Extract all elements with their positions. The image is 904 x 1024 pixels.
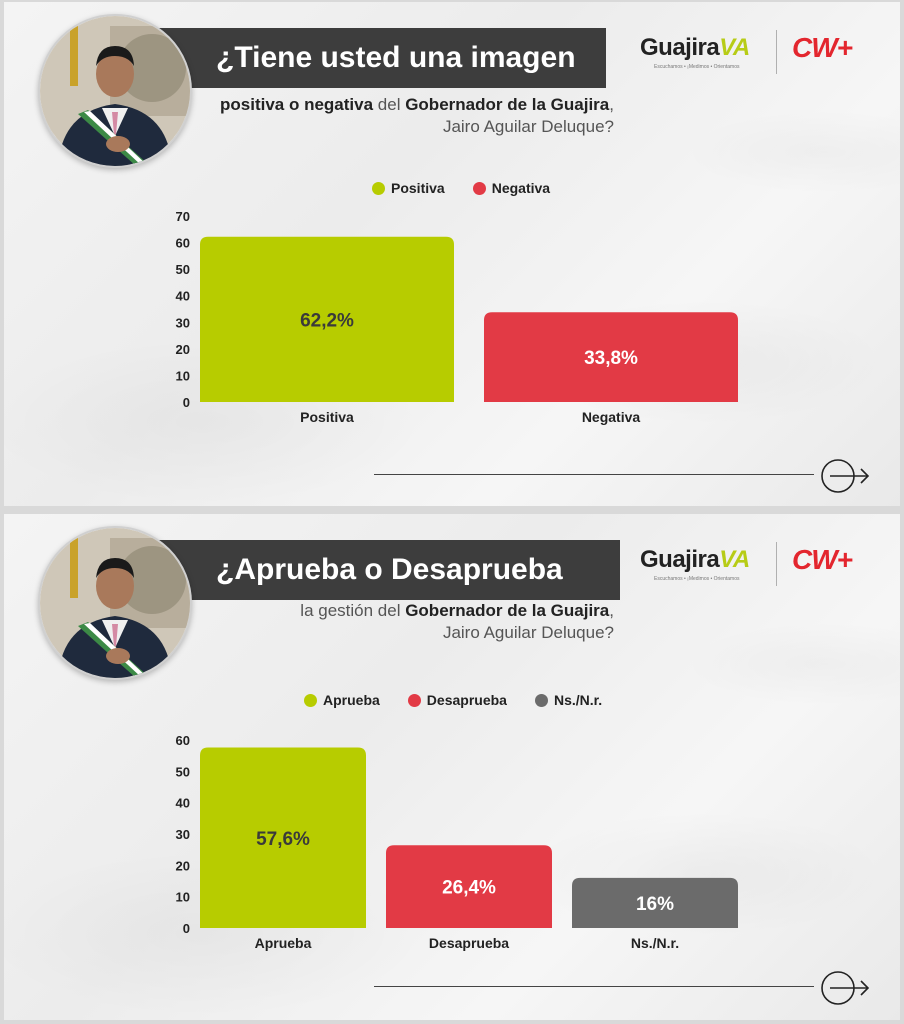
y-tick-label: 10 <box>176 890 190 905</box>
question-subtitle: positiva o negativa del Gobernador de la… <box>220 95 614 136</box>
y-tick-label: 30 <box>176 827 190 842</box>
legend-item-desaprueba: Desaprueba <box>407 690 507 710</box>
y-tick-label: 20 <box>176 342 190 357</box>
data-label: 26,4% <box>442 878 496 899</box>
footer-line <box>374 474 814 475</box>
y-tick-label: 40 <box>176 289 190 304</box>
legend-item-positiva: Positiva <box>372 178 445 198</box>
y-tick-label: 10 <box>176 368 190 383</box>
logo-divider <box>776 30 777 74</box>
y-tick-label: 70 <box>176 209 190 224</box>
data-label: 33,8% <box>584 348 638 369</box>
legend-dot <box>407 693 421 707</box>
cw-plus-logo: CW+ <box>792 32 853 63</box>
y-tick-label: 60 <box>176 236 190 251</box>
y-tick-label: 60 <box>176 733 190 748</box>
logo-divider <box>776 542 777 586</box>
y-tick-label: 40 <box>176 796 190 811</box>
y-tick-label: 0 <box>183 921 190 936</box>
y-tick-label: 30 <box>176 315 190 330</box>
guajirava-logo: GuajiraVA <box>640 34 750 61</box>
bar-aprueba <box>200 747 366 928</box>
governor-photo <box>38 14 192 168</box>
x-tick-label: Positiva <box>300 409 354 425</box>
next-arrow-icon[interactable] <box>820 970 872 1006</box>
survey-card-image: ¿Tiene usted una imagen positiva o negat… <box>4 2 900 506</box>
guajirava-logo: GuajiraVA <box>640 546 750 573</box>
x-tick-label: Negativa <box>582 409 641 425</box>
footer-line <box>374 986 814 987</box>
data-label: 16% <box>636 894 674 915</box>
chart-legend: Aprueba Desaprueba Ns./N.r. <box>304 690 602 710</box>
cw-plus-logo: CW+ <box>792 544 853 575</box>
survey-card-approval: ¿Aprueba o Desaprueba la gestión del Gob… <box>4 514 900 1020</box>
brand-logos: GuajiraVA Escuchamos • ¡Medimos • Orient… <box>636 30 886 78</box>
y-tick-label: 50 <box>176 764 190 779</box>
y-tick-label: 50 <box>176 262 190 277</box>
bar-chart-image: 0 10 20 30 40 50 60 70 62,2% Positiva 33,8% Negativ… <box>176 209 738 425</box>
legend-dot <box>304 693 317 707</box>
y-tick-label: 0 <box>183 395 190 410</box>
x-tick-label: Ns./N.r. <box>631 935 679 951</box>
legend-item-negativa: Negativa <box>472 178 550 198</box>
brand-logos: GuajiraVA Escuchamos • ¡Medimos • Orient… <box>636 542 886 590</box>
legend-dot <box>472 181 486 195</box>
brand-tagline: Escuchamos • ¡Medimos • Orientamos <box>654 576 740 582</box>
x-tick-label: Aprueba <box>255 935 312 951</box>
bar-negativa <box>484 312 738 402</box>
bar-desaprueba <box>386 845 552 928</box>
page-title: ¿Aprueba o Desaprueba <box>154 540 620 600</box>
data-label: 62,2% <box>300 310 354 331</box>
brand-tagline: Escuchamos • ¡Medimos • Orientamos <box>654 64 740 70</box>
x-tick-label: Desaprueba <box>429 935 509 951</box>
data-label: 57,6% <box>256 829 310 850</box>
legend-item-aprueba: Aprueba <box>304 690 380 710</box>
bar-positiva <box>200 236 454 402</box>
page-title: ¿Tiene usted una imagen <box>154 28 606 88</box>
legend-dot <box>534 693 548 707</box>
bar-nsnr <box>572 877 738 928</box>
question-subtitle: la gestión del Gobernador de la Guajira,… <box>300 601 614 642</box>
legend-item-nsnr: Ns./N.r. <box>534 690 602 710</box>
y-tick-label: 20 <box>176 858 190 873</box>
chart-legend: Positiva Negativa <box>372 178 550 198</box>
legend-dot <box>372 181 385 195</box>
next-arrow-icon[interactable] <box>820 458 872 494</box>
bar-chart-approval: 0 10 20 30 40 50 60 57,6% Aprueba 26,4% Desaprueba… <box>176 733 738 951</box>
